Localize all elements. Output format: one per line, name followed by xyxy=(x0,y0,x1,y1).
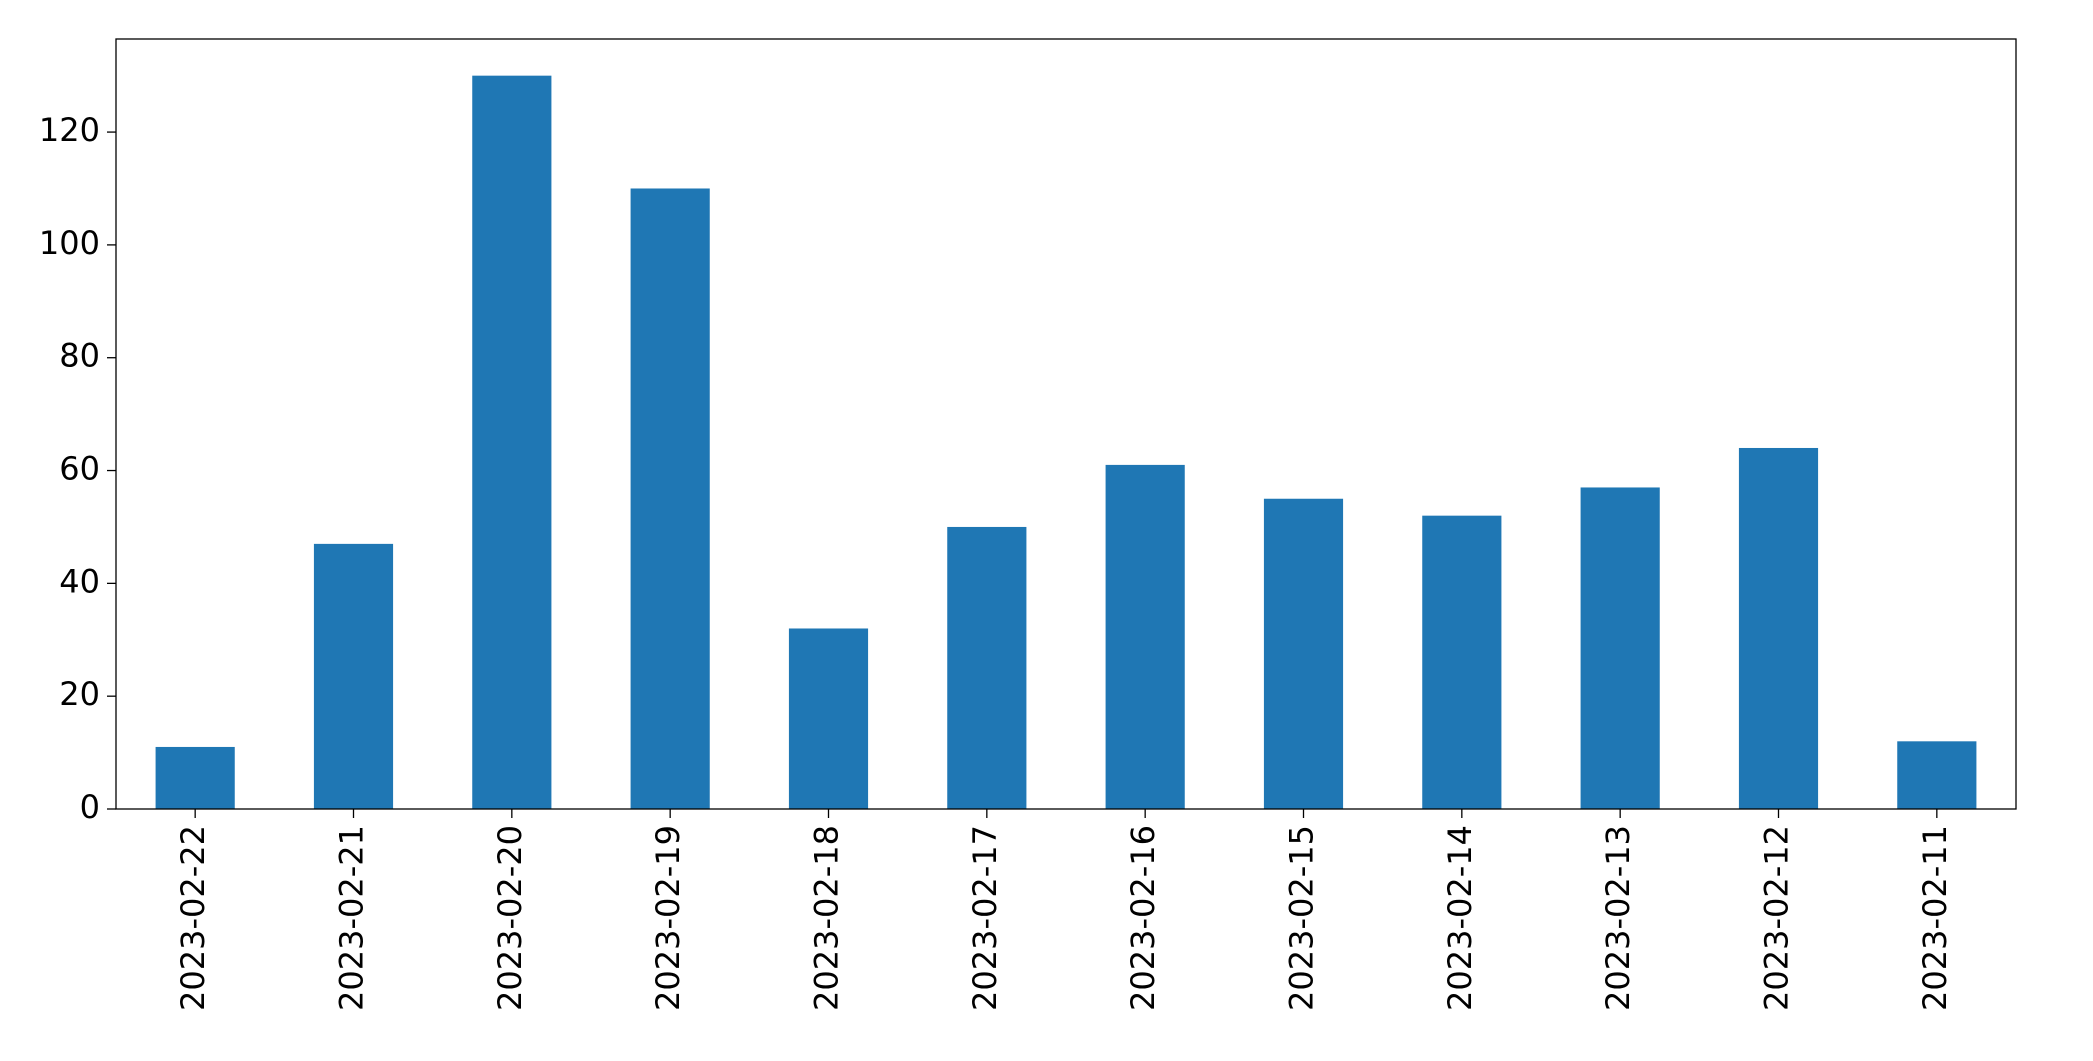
plot-frame xyxy=(115,38,2017,810)
y-tick-label: 20 xyxy=(59,675,100,713)
y-tick-label: 0 xyxy=(80,788,100,826)
y-tick-label: 40 xyxy=(59,562,100,600)
x-tick-label: 2023-02-12 xyxy=(1758,825,1796,1011)
x-tick-label: 2023-02-18 xyxy=(808,825,846,1011)
bar xyxy=(1897,741,1977,809)
bar xyxy=(630,188,710,809)
bar xyxy=(788,628,869,809)
bar xyxy=(1738,447,1819,809)
bar xyxy=(947,526,1027,809)
y-tick-label: 100 xyxy=(39,224,100,262)
x-tick-label: 2023-02-22 xyxy=(174,825,212,1011)
x-tick-label: 2023-02-16 xyxy=(1124,825,1162,1011)
bar xyxy=(155,746,235,809)
x-tick-label: 2023-02-19 xyxy=(649,825,687,1011)
x-tick-label: 2023-02-13 xyxy=(1599,825,1637,1011)
bar xyxy=(1105,464,1185,809)
bar xyxy=(313,543,394,809)
x-tick-label: 2023-02-11 xyxy=(1916,825,1954,1011)
x-tick-label: 2023-02-21 xyxy=(333,825,371,1011)
bar xyxy=(1263,498,1344,809)
y-tick-label: 120 xyxy=(39,111,100,149)
y-tick-label: 60 xyxy=(59,450,100,488)
x-tick-label: 2023-02-15 xyxy=(1283,825,1321,1011)
bar xyxy=(1422,515,1502,809)
x-tick-label: 2023-02-14 xyxy=(1441,825,1479,1011)
x-tick-label: 2023-02-17 xyxy=(966,825,1004,1011)
bar xyxy=(1580,487,1660,809)
bars xyxy=(155,75,1977,809)
y-tick-label: 80 xyxy=(59,337,100,375)
x-tick-label: 2023-02-20 xyxy=(491,825,529,1011)
bar xyxy=(472,75,552,809)
